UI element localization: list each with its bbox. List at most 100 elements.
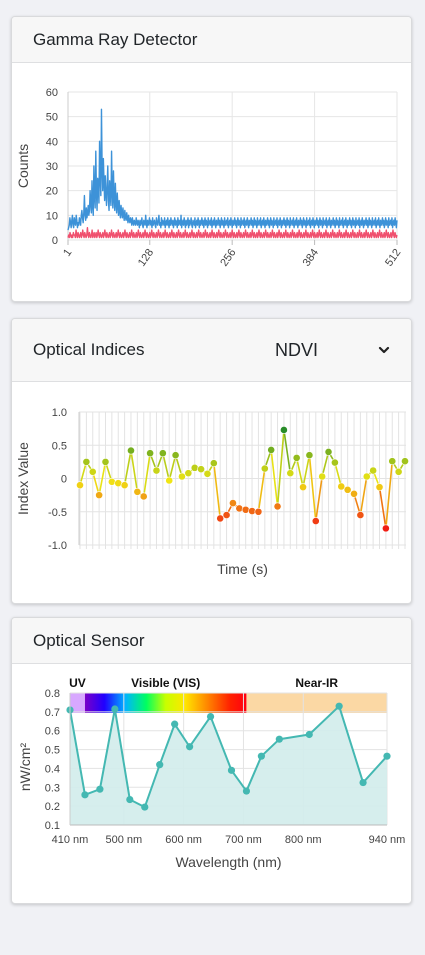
data-point xyxy=(299,483,307,492)
y-tick-label: 50 xyxy=(46,112,58,124)
y-tick-label: 0.4 xyxy=(45,763,60,775)
optical-sensor-card: Optical Sensor UV Visible (VIS) Near-IR 0.8… xyxy=(11,617,412,904)
x-tick-label: 512 xyxy=(383,247,403,269)
data-point xyxy=(152,466,161,475)
series-segment xyxy=(334,462,343,487)
series-segment xyxy=(321,451,330,477)
band-near-ir xyxy=(246,693,387,713)
series-segment xyxy=(385,461,394,529)
gamma-card-title: Gamma Ray Detector xyxy=(33,29,198,49)
y-tick-label: 0.5 xyxy=(52,440,67,452)
series-segment xyxy=(79,461,88,486)
ndvi-chart: 1.0 0.5 0 -0.5 -1.0 Index Value Time (s) xyxy=(15,407,409,577)
data-point xyxy=(95,491,104,500)
data-point xyxy=(356,511,365,519)
optical-indices-title: Optical Indices xyxy=(33,340,145,359)
optical-sensor-header: Optical Sensor xyxy=(12,618,411,664)
data-point xyxy=(206,712,215,721)
data-point xyxy=(286,469,295,478)
y-tick-label: 0.6 xyxy=(45,726,60,738)
data-point xyxy=(127,446,135,455)
series-segment xyxy=(302,455,311,488)
optical-indices-header: Optical Indices NDVI xyxy=(12,319,411,382)
series-segment xyxy=(130,450,139,492)
data-point xyxy=(362,472,371,481)
x-axis-label: Time (s) xyxy=(217,561,268,577)
data-point xyxy=(337,482,346,491)
x-tick-label: 256 xyxy=(218,247,238,269)
x-tick-label: 384 xyxy=(301,247,321,269)
y-tick-label: 1.0 xyxy=(52,407,67,419)
y-tick-label: 30 xyxy=(46,161,58,173)
data-point xyxy=(305,451,314,460)
data-point xyxy=(229,499,237,508)
y-tick-label: 10 xyxy=(46,210,58,222)
series-segment xyxy=(257,468,266,512)
gamma-chart-body: 0 10 20 30 40 50 60 1 128 256 384 512 Counts xyxy=(12,63,411,301)
x-tick-label: 128 xyxy=(136,247,156,269)
data-point xyxy=(235,504,244,513)
data-point xyxy=(190,463,199,472)
x-axis-label: Wavelength (nm) xyxy=(175,854,281,870)
data-point xyxy=(88,467,97,476)
data-point xyxy=(273,502,282,511)
band-label: Visible (VIS) xyxy=(131,676,200,690)
y-tick-label: 0.2 xyxy=(45,801,60,813)
y-tick-label: 0.8 xyxy=(45,688,60,700)
optical-indices-card: Optical Indices NDVI 1.0 0.5 0 -0.5 -1.0 Inde… xyxy=(11,318,412,604)
data-point xyxy=(111,705,119,713)
data-point xyxy=(242,787,251,795)
data-point xyxy=(324,448,333,456)
series-segment xyxy=(295,457,304,488)
y-tick-label: 0.1 xyxy=(45,820,60,832)
data-point xyxy=(260,464,269,473)
y-tick-label: 20 xyxy=(46,186,58,198)
x-tick-label: 940 nm xyxy=(369,834,406,846)
data-point xyxy=(158,449,167,458)
index-select[interactable]: NDVI xyxy=(275,340,390,361)
x-tick-label: 800 nm xyxy=(285,834,322,846)
series-line-red xyxy=(67,226,398,239)
x-tick-label: 700 nm xyxy=(225,834,262,846)
series-segment xyxy=(91,471,100,496)
data-point xyxy=(171,720,179,728)
optical-indices-body: 1.0 0.5 0 -0.5 -1.0 Index Value Time (s) xyxy=(12,382,411,603)
optical-sensor-body: UV Visible (VIS) Near-IR 0.8 0.7 0.6 0.5 0.4 0.3… xyxy=(12,664,411,903)
y-tick-label: 0.5 xyxy=(45,745,60,757)
data-point xyxy=(383,752,391,760)
gamma-chart: 0 10 20 30 40 50 60 1 128 256 384 512 Counts xyxy=(15,87,403,269)
series-segment xyxy=(378,487,387,529)
y-tick-label: 0.7 xyxy=(45,707,60,719)
series-segment xyxy=(308,455,317,522)
series-segment xyxy=(283,429,292,474)
series-segment xyxy=(162,453,170,481)
data-point xyxy=(96,785,104,793)
data-point xyxy=(335,702,343,710)
gamma-card-header: Gamma Ray Detector xyxy=(12,17,411,63)
data-point xyxy=(203,469,212,478)
index-select-value: NDVI xyxy=(275,339,319,360)
y-axis-label: nW/cm² xyxy=(17,743,33,792)
data-point xyxy=(82,457,91,466)
data-point xyxy=(343,485,352,494)
data-point xyxy=(81,791,89,799)
data-point xyxy=(241,505,250,514)
y-tick-label: 40 xyxy=(46,136,58,148)
gamma-card: Gamma Ray Detector 0 10 20 30 40 50 60 1 128 256 3… xyxy=(11,16,412,302)
y-tick-label: 0 xyxy=(52,235,58,247)
data-point xyxy=(350,489,358,498)
series-segment xyxy=(314,476,323,522)
data-point xyxy=(394,467,403,476)
data-point xyxy=(388,457,397,466)
data-point xyxy=(222,511,231,519)
y-axis-label: Index Value xyxy=(15,442,31,515)
data-point xyxy=(292,453,301,462)
data-point xyxy=(318,472,327,481)
data-point xyxy=(267,446,276,454)
series-segment xyxy=(359,476,368,516)
band-uv xyxy=(70,693,85,713)
series-segment xyxy=(168,455,177,481)
y-tick-label: -1.0 xyxy=(48,540,67,552)
data-point xyxy=(248,507,256,515)
data-point xyxy=(171,451,180,460)
